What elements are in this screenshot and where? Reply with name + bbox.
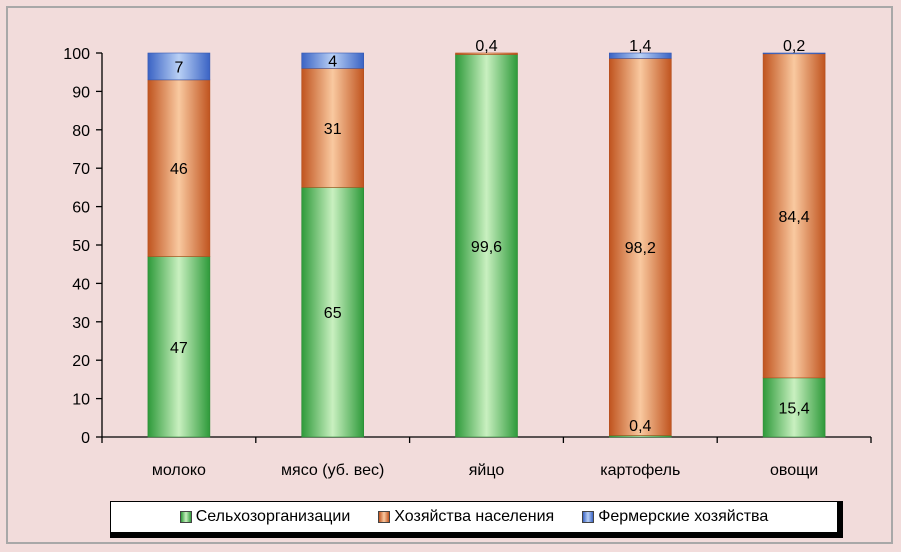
x-tick-label: картофель [600,462,680,479]
legend-item-farms: Фермерские хозяйства [582,508,768,526]
bar-segment [762,52,826,55]
legend-swatch-households [378,511,391,523]
chart-data-labels: 47 46 7 65 31 4 99,6 0,4 0,4 98,2 1,4 15,4 84,4 0,2 [170,38,810,435]
legend-shadow: Сельхозорганизации Хозяйства населения Ф… [110,501,843,538]
data-label: 0,2 [783,38,805,55]
data-label: 31 [324,121,342,138]
legend-item-households: Хозяйства населения [378,508,554,526]
bar-segment [147,79,211,257]
data-label: 7 [174,59,183,76]
y-tick-label: 20 [72,353,90,370]
bar-segment [608,58,672,436]
legend-swatch-farms [582,511,595,523]
x-tick-label: овощи [770,462,818,479]
chart-axes: 0 10 20 30 40 50 60 70 80 90 100 молоко мясо (уб. ве… [63,46,872,479]
bar-segment [147,256,211,438]
y-tick-label: 70 [72,161,90,178]
legend-label-farms: Фермерские хозяйства [598,508,769,525]
y-tick-label: 50 [72,238,90,255]
bar-segment [762,53,826,379]
data-label: 15,4 [779,400,810,417]
chart-legend: Сельхозорганизации Хозяйства населения Ф… [110,501,838,533]
legend-label-households: Хозяйства населения [394,508,555,525]
data-label: 46 [170,161,188,178]
legend-item-agri-orgs: Сельхозорганизации [179,508,351,526]
y-tick-label: 10 [72,392,90,409]
y-tick-label: 0 [81,430,90,447]
chart-frame [6,6,893,544]
y-tick-label: 60 [72,200,90,217]
data-label: 65 [324,305,342,322]
data-label: 4 [328,54,337,71]
bar-segment [455,54,518,438]
x-tick-label: яйцо [469,462,505,479]
legend-label-agri-orgs: Сельхозорганизации [195,508,351,525]
y-tick-label: 40 [72,276,90,293]
bar-segment [455,52,518,55]
bar-segment [301,187,365,438]
bar-segment [147,52,211,81]
data-label: 84,4 [779,209,810,226]
data-label: 1,4 [629,38,651,55]
y-tick-label: 90 [72,84,90,101]
legend-swatch-agri-orgs [179,511,192,523]
y-tick-label: 30 [72,315,90,332]
bar-segment [608,52,672,59]
data-label: 98,2 [625,240,656,257]
data-label: 47 [170,340,188,357]
data-label: 0,4 [629,418,651,435]
y-tick-label: 100 [63,46,90,63]
bar-segment [301,68,365,188]
y-tick-label: 80 [72,123,90,140]
bar-segment [301,52,365,69]
x-tick-label: молоко [152,462,206,479]
chart-bars [147,52,826,438]
bar-segment [762,377,826,438]
x-tick-label: мясо (уб. вес) [281,462,384,479]
data-label: 0,4 [475,38,497,55]
data-label: 99,6 [471,239,502,256]
